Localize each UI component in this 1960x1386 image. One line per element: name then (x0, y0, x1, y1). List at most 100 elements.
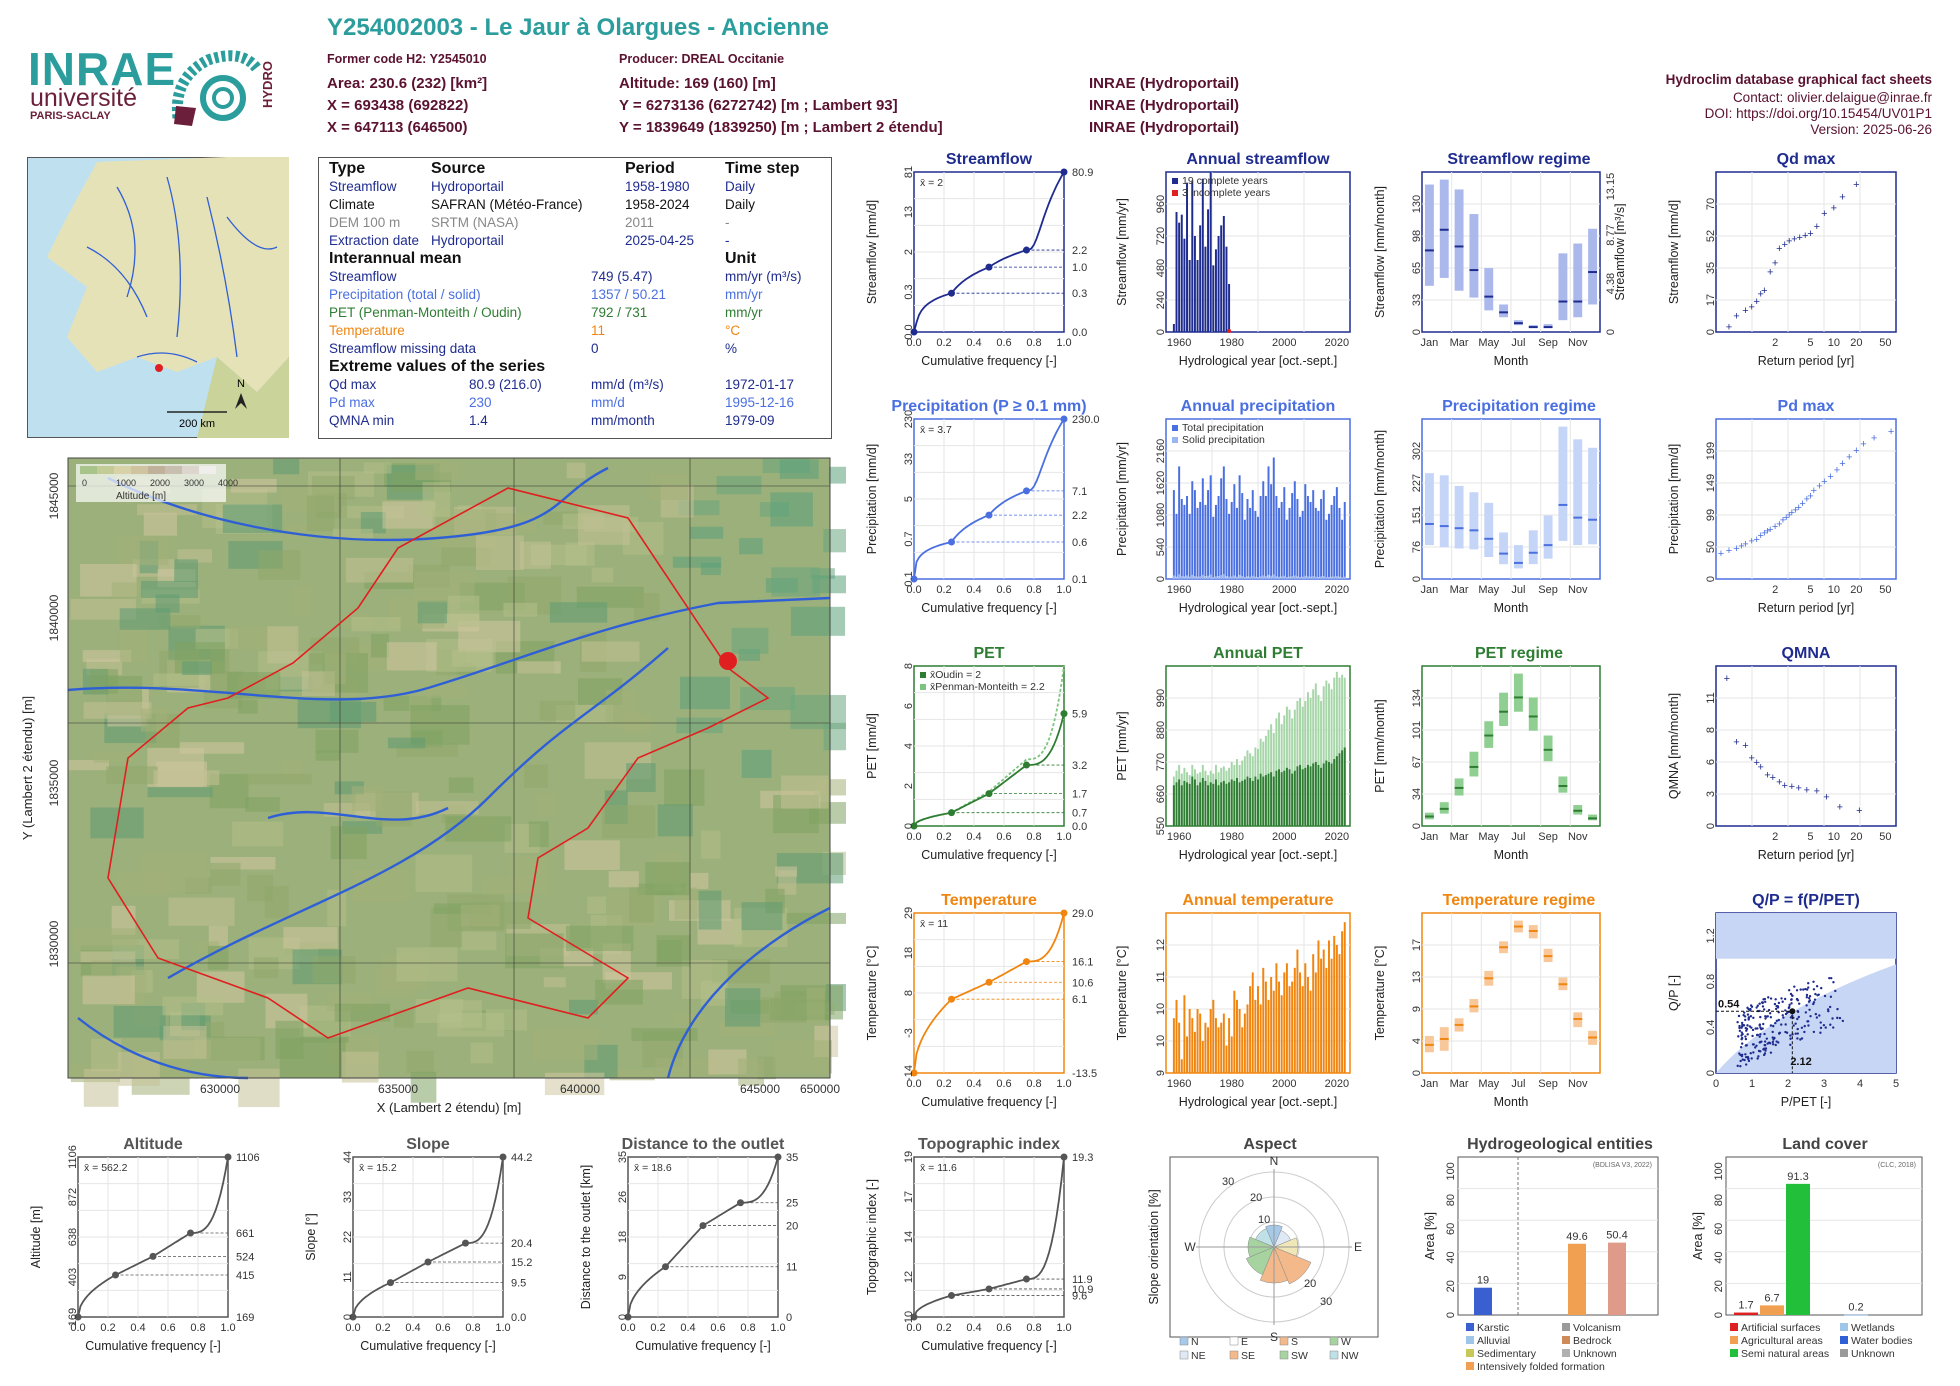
solid-bar (1249, 576, 1252, 579)
oudin-bar (1338, 753, 1341, 826)
y-lambert2: Y = 1839649 (1839250) [m ; Lambert 2 éte… (619, 119, 943, 136)
scatter-point (1797, 1015, 1801, 1019)
terrain-patch (232, 821, 284, 847)
right-tick-label: 0 (1605, 329, 1617, 335)
scatter-point (1738, 1024, 1741, 1028)
y-tick-label: 3 (1705, 791, 1717, 797)
oudin-bar (1249, 778, 1252, 826)
year-bar (1301, 986, 1304, 1073)
y-tick-label: 770 (1155, 753, 1167, 771)
inrae-logo: INRAE (28, 43, 177, 95)
terrain-patch (549, 602, 608, 623)
scatter-point (1781, 1000, 1784, 1003)
return-point: + (1807, 228, 1813, 240)
y-tick-label: 17 (1411, 939, 1423, 951)
terrain-patch (113, 1005, 166, 1038)
scatter-point (1812, 988, 1816, 991)
direction-label: W (1184, 1240, 1196, 1254)
x-tick-label: 3 (1821, 1078, 1827, 1090)
oudin-bar (1225, 783, 1228, 826)
scatter-point (1764, 1047, 1768, 1050)
y-tick-label: 0.0 (1072, 327, 1087, 339)
year-bar (1288, 507, 1291, 579)
info-row: Pd max 230 mm/d 1995-12-16 (329, 395, 823, 413)
scatter-point (1747, 1059, 1751, 1063)
scatter-point (1775, 1019, 1778, 1023)
solid-bar (1209, 574, 1212, 579)
terrain-patch (352, 868, 410, 903)
solid-bar (1220, 575, 1223, 579)
pm-bar (1309, 698, 1312, 826)
year-bar (1209, 475, 1212, 579)
legend-swatch (80, 466, 97, 474)
x-tick-label: 0.6 (435, 1322, 450, 1334)
terrain-patch (781, 775, 829, 809)
info-row: QMNA min 1.4 mm/month 1979-09 (329, 413, 823, 431)
legend-entry: Wetlands (1851, 1322, 1895, 1334)
y-tick-label: 11.9 (1072, 1274, 1093, 1286)
return-point: + (1726, 322, 1732, 334)
scatter-point (1746, 1033, 1749, 1036)
legend-swatch (114, 466, 131, 474)
info-row: Streamflow missing data 0% (329, 341, 823, 359)
y-axis-label: Streamflow [mm/month] (1373, 186, 1387, 318)
legend-swatch (1730, 1349, 1738, 1357)
return-point: + (1821, 476, 1827, 488)
y-tick-label: 960 (1155, 195, 1167, 213)
oudin-bar (1291, 773, 1294, 826)
solid-bar (1325, 577, 1328, 579)
x-axis-label: Hydrological year [oct.-sept.] (1179, 601, 1337, 615)
return-point: + (1846, 452, 1852, 464)
terrain-patch (153, 770, 220, 785)
terrain-patch (698, 890, 722, 930)
oudin-bar (1175, 782, 1178, 826)
x-tick-label: 0.8 (740, 1322, 755, 1334)
y-axis-label: QMNA [mm/month] (1667, 693, 1681, 799)
terrain-patch (505, 933, 564, 969)
pm-bar (1283, 715, 1286, 826)
y-tick-label: 67 (1411, 756, 1423, 768)
terrain-patch (83, 702, 152, 719)
quantile-point (1060, 415, 1068, 423)
y-tick-label: 26 (617, 1191, 629, 1203)
x-tick-label: 1960 (1167, 1078, 1191, 1090)
x-axis-label: Return period [yr] (1758, 601, 1855, 615)
x-tick-label: May (1478, 831, 1499, 843)
y-tick-label: 0 (1713, 1312, 1725, 1318)
mean-label: x̄ = 15.2 (359, 1162, 397, 1174)
y-tick-label: 0 (1411, 329, 1423, 335)
return-point: + (1831, 203, 1837, 215)
quantile-point (1060, 710, 1068, 718)
x-tick-label: 1 (1749, 1078, 1755, 1090)
scatter-point (1795, 998, 1799, 1001)
x-axis-label: Cumulative frequency [-] (921, 1339, 1056, 1353)
x-tick-label: Nov (1568, 584, 1588, 596)
scatter-point (1793, 985, 1796, 988)
scatter-point (1760, 1040, 1763, 1043)
year-bar (1325, 519, 1328, 579)
info-cell: 11 (591, 323, 606, 338)
oudin-bar (1201, 778, 1204, 826)
y-axis-label: Q/P [-] (1667, 975, 1681, 1011)
return-point: + (1856, 805, 1862, 817)
scatter-point (1749, 1051, 1752, 1055)
scatter-point (1744, 1044, 1748, 1047)
oudin-bar (1341, 750, 1344, 826)
year-bar (1335, 945, 1338, 1073)
x-tick-label: 2000 (1272, 1078, 1296, 1090)
y-tick-label: 169 (236, 1312, 254, 1324)
info-cell: mm/d (591, 395, 625, 410)
y-tick-label: 6.1 (1072, 994, 1087, 1006)
terrain-patch (140, 580, 199, 598)
y-tick-label: 14 (903, 1231, 915, 1243)
terrain-patch (676, 717, 723, 734)
y-tick-label: 20 (1713, 1280, 1725, 1292)
solid-bar (1238, 574, 1241, 579)
year-bar (1309, 501, 1312, 579)
legend-swatch (1466, 1336, 1474, 1344)
scatter-point (1761, 1001, 1764, 1005)
x-axis-label: Hydrological year [oct.-sept.] (1179, 1095, 1337, 1109)
aspect-sector (1255, 1228, 1275, 1248)
y-tick-label: 29 (903, 907, 915, 919)
solid-bar (1178, 574, 1181, 579)
